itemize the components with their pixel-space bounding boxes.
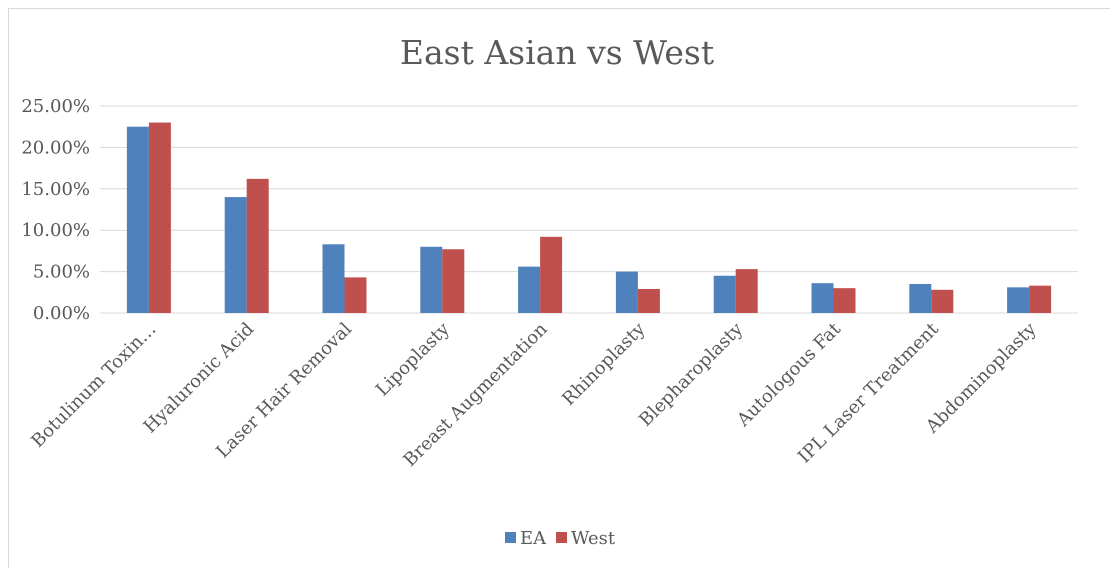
y-tick-label: 20.00% [21, 137, 90, 158]
bar-west [148, 122, 171, 313]
bar-ea [224, 197, 247, 313]
y-tick-label: 0.00% [33, 303, 90, 324]
x-category-label: Autologous Fat [732, 318, 845, 431]
bar-west [1029, 285, 1052, 313]
gridlines [100, 105, 1078, 314]
y-tick-label: 5.00% [33, 262, 90, 283]
y-axis-ticks: 0.00% 5.00% 10.00% 15.00% 20.00% 25.00% [21, 96, 90, 324]
bar-ea [126, 126, 149, 313]
y-tick-label: 15.00% [21, 179, 90, 200]
x-category-label: Rhinoplasty [558, 318, 650, 410]
bar-ea [713, 275, 736, 313]
legend-swatch-west [556, 532, 567, 543]
chart-frame [8, 8, 1110, 568]
legend-label-west: West [571, 528, 616, 549]
legend: EA West [505, 528, 616, 549]
chart-title: East Asian vs West [400, 33, 714, 72]
bar-ea [518, 266, 541, 313]
bar-ea [615, 271, 638, 313]
bar-west [637, 288, 660, 313]
bar-ea [1007, 287, 1030, 313]
bar-west [442, 249, 465, 313]
legend-swatch-ea [505, 532, 516, 543]
bar-ea [909, 284, 932, 313]
bar-west [344, 277, 367, 313]
legend-label-ea: EA [520, 528, 547, 549]
x-category-label: Lipoplasty [372, 318, 454, 400]
x-category-label: Blepharoplasty [635, 318, 748, 431]
y-tick-label: 25.00% [21, 96, 90, 117]
bar-west [540, 236, 563, 313]
bar-west [931, 289, 954, 313]
bar-ea [811, 283, 834, 313]
bar-ea [420, 246, 443, 313]
bar-west [246, 178, 269, 313]
bar-west [735, 269, 758, 313]
bars [126, 122, 1052, 313]
y-tick-label: 10.00% [21, 220, 90, 241]
bar-ea [322, 244, 345, 313]
bar-west [833, 288, 856, 313]
x-category-label: Botulinum Toxin… [27, 319, 160, 452]
